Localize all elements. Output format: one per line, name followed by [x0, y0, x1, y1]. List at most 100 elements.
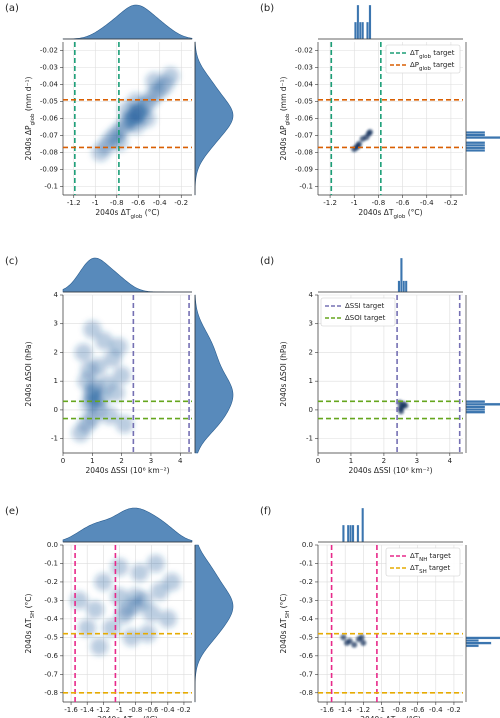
marginal-kde: [194, 294, 234, 454]
x-tick-label: -0.2: [444, 199, 458, 207]
x-tick-label: -1.2: [67, 199, 81, 207]
density-cloud: [396, 399, 409, 415]
x-axis-label: 2040s ΔTglob (°C): [358, 208, 422, 220]
y-tick-label: -0.03: [40, 64, 58, 72]
x-tick-label: -0.8: [110, 199, 124, 207]
y-tick-label: -0.5: [299, 633, 313, 641]
density-point: [78, 619, 97, 638]
y-tick-label: 2: [54, 348, 58, 356]
marginal-kde: [62, 257, 192, 293]
y-tick-label: 4: [54, 291, 59, 299]
y-tick-label: -0.04: [40, 81, 59, 89]
density-cloud: [91, 67, 180, 162]
x-tick-label: -0.4: [420, 199, 434, 207]
x-tick-label: -0.4: [161, 706, 175, 714]
subscript: SH: [419, 569, 427, 575]
text-part: target: [431, 49, 455, 57]
y-tick-label: -0.3: [44, 596, 58, 604]
marginal-kde: [194, 41, 234, 196]
density-point: [402, 402, 409, 409]
marginal-bar: [400, 257, 403, 293]
density-cloud: [340, 634, 367, 648]
x-tick-label: -0.2: [177, 706, 191, 714]
subscript: glob: [30, 113, 36, 125]
density-point: [94, 572, 113, 591]
y-axis-label: 2040s ΔTSH (°C): [279, 593, 291, 653]
marginal-bar: [465, 639, 479, 642]
x-tick-label: -0.2: [174, 199, 188, 207]
x-tick-label: 4: [448, 457, 453, 465]
x-tick-label: -1: [92, 199, 99, 207]
y-tick-label: 4: [309, 291, 314, 299]
text-part: 2040s ΔP: [279, 125, 288, 161]
marginal-bar: [368, 4, 372, 40]
y-tick-label: -0.7: [299, 670, 313, 678]
x-tick-label: -1.6: [320, 706, 334, 714]
marginal-bar: [465, 148, 486, 152]
y-tick-label: -0.2: [44, 578, 58, 586]
density-point: [398, 408, 405, 415]
text-part: (°C): [142, 208, 159, 217]
legend-label: ΔTNH target: [410, 552, 451, 563]
x-tick-label: -0.4: [153, 199, 167, 207]
density-point: [358, 634, 365, 641]
x-tick-label: -1.4: [338, 706, 352, 714]
y-tick-label: -0.03: [295, 64, 313, 72]
x-axis-label: 2040s ΔTglob (°C): [95, 208, 159, 220]
density-point: [86, 600, 105, 619]
y-tick-label: 0: [54, 406, 58, 414]
x-tick-label: 0: [316, 457, 320, 465]
legend-box: [385, 547, 461, 577]
marginal-bar: [397, 280, 401, 293]
density-point: [145, 72, 164, 91]
density-point: [74, 343, 93, 362]
y-tick-label: -0.6: [299, 652, 313, 660]
x-tick-label: -0.6: [396, 199, 410, 207]
marginal-bar: [402, 280, 406, 293]
text-part: (°C): [404, 715, 421, 718]
marginal-bar: [346, 524, 350, 543]
density-point: [158, 609, 177, 628]
marginal-bar: [351, 524, 355, 543]
y-axis-label: 2040s ΔPglob (mm d⁻¹): [24, 76, 36, 160]
x-tick-label: -1: [116, 706, 123, 714]
text-part: (°C): [24, 593, 33, 610]
legend-label: ΔTSH target: [410, 564, 450, 575]
marginal-bar: [465, 400, 486, 404]
density-point: [102, 619, 121, 638]
x-tick-label: -0.8: [129, 706, 143, 714]
y-tick-label: -0.1: [299, 183, 313, 191]
text-part: 2040s ΔT: [279, 618, 288, 654]
x-tick-label: 3: [415, 457, 419, 465]
panel-label: (d): [260, 256, 274, 267]
y-tick-label: -0.07: [295, 132, 313, 140]
marginal-bar: [465, 408, 486, 412]
text-part: (mm d⁻¹): [24, 76, 33, 113]
x-tick-label: -0.4: [429, 706, 443, 714]
y-tick-label: -0.07: [40, 132, 58, 140]
y-tick-label: 1: [309, 377, 313, 385]
density-point: [77, 415, 96, 434]
density-point: [106, 383, 125, 402]
x-tick-label: 3: [149, 457, 153, 465]
y-tick-label: -0.09: [40, 166, 58, 174]
density-point: [363, 134, 370, 141]
marginal-kde: [62, 507, 193, 543]
y-tick-label: 0: [309, 406, 313, 414]
x-tick-label: -0.8: [372, 199, 386, 207]
x-tick-label: -0.8: [393, 706, 407, 714]
legend-box: [385, 44, 461, 74]
x-tick-label: 1: [349, 457, 353, 465]
y-tick-label: -1: [306, 435, 313, 443]
density-point: [142, 604, 161, 623]
density-point: [115, 415, 134, 434]
density-point: [351, 641, 358, 648]
x-tick-label: -1.2: [323, 199, 337, 207]
y-axis-label: 2040s ΔPglob (mm d⁻¹): [279, 76, 291, 160]
density-point: [91, 143, 110, 162]
density-point: [122, 111, 141, 130]
y-tick-label: -0.1: [44, 183, 58, 191]
y-tick-label: 3: [54, 320, 58, 328]
y-tick-label: -0.1: [299, 559, 313, 567]
marginal-bar: [465, 644, 479, 648]
